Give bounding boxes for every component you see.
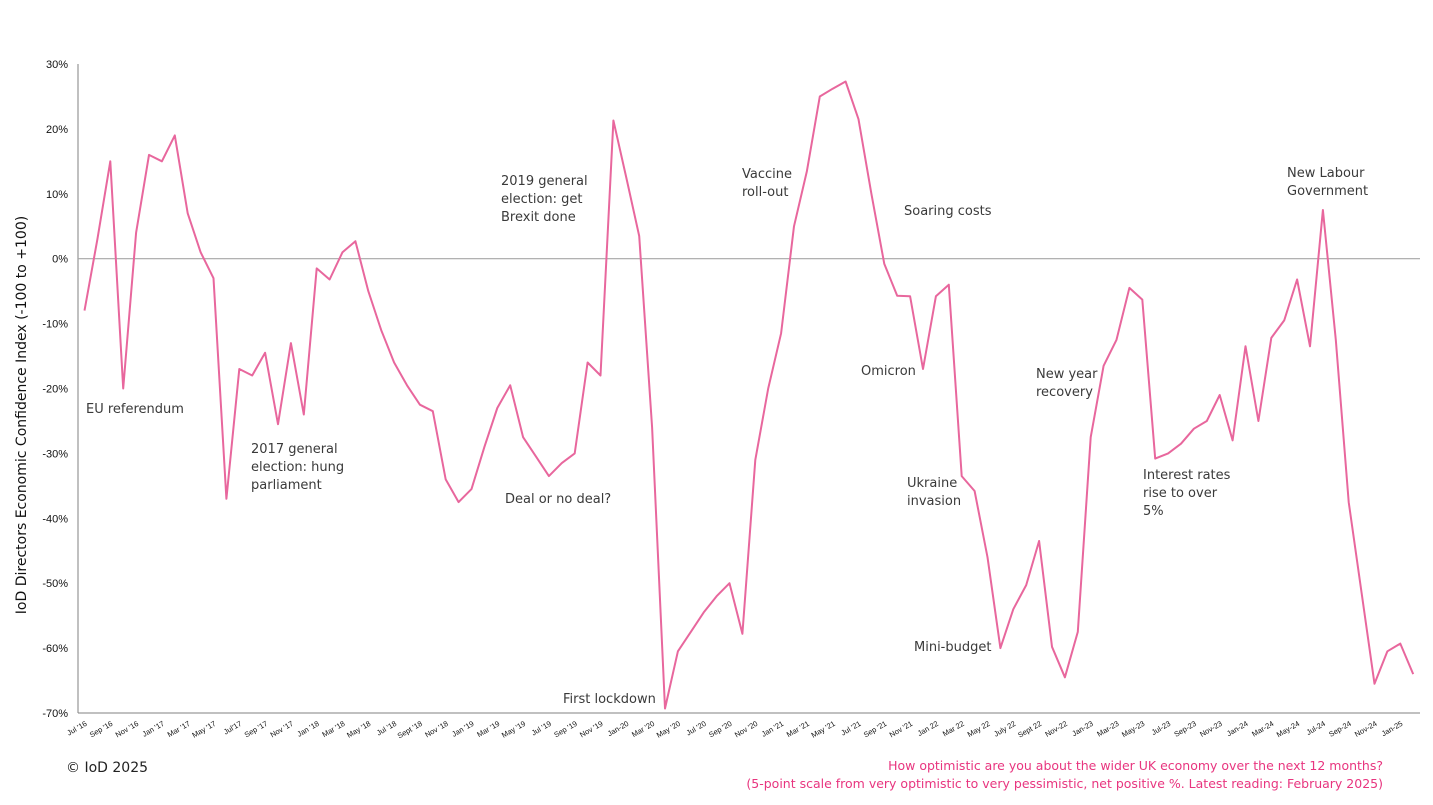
x-tick-label: Jan-20 — [606, 719, 630, 738]
footnote: How optimistic are you about the wider U… — [746, 757, 1383, 793]
x-tick-label: Jan '19 — [450, 719, 475, 739]
y-axis: 30% 20% 10% 0% -10% -20% -30% -40% -50% -60% -70% — [42, 59, 79, 720]
y-tick-label: -70% — [42, 708, 68, 720]
y-tick-label: -10% — [42, 319, 68, 331]
y-tick-label: 10% — [46, 189, 68, 201]
x-tick-label: Jul '21 — [839, 719, 862, 738]
x-tick-label: May '17 — [190, 719, 217, 740]
annotation-label: First lockdown — [563, 692, 656, 707]
x-tick-label: Jul '18 — [375, 719, 398, 738]
x-tick-label: Sep '21 — [862, 719, 888, 739]
x-tick-label: May-23 — [1120, 719, 1146, 739]
annotation-label: EU referendum — [86, 402, 184, 417]
x-tick-label: Mar-24 — [1250, 719, 1275, 739]
x-tick-label: Jul '19 — [530, 719, 553, 738]
annotation-label: Deal or no deal? — [505, 492, 611, 507]
x-tick-label: May-24 — [1275, 719, 1301, 739]
y-axis-label: IoD Directors Economic Confidence Index … — [14, 216, 30, 614]
scale-note: (5-point scale from very optimistic to v… — [746, 776, 1383, 791]
x-tick-label: Mar '21 — [785, 719, 811, 739]
x-tick-label: Sept 22 — [1016, 719, 1043, 740]
x-tick-label: Sep '20 — [707, 719, 733, 739]
x-tick-label: Sep '17 — [243, 719, 269, 739]
x-tick-label: Nov-22 — [1043, 719, 1068, 739]
x-tick-label: Jul'17 — [222, 719, 243, 736]
x-tick-label: Nov '20 — [733, 719, 759, 739]
annotation-label: Omicron — [861, 364, 916, 379]
x-tick-label: Mar '19 — [475, 719, 501, 739]
x-tick-label: May '20 — [655, 719, 682, 740]
annotation-label: Interest rates rise to over 5% — [1143, 468, 1231, 519]
x-tick-label: Nov '18 — [423, 719, 449, 739]
x-tick-label: Jan-23 — [1070, 719, 1094, 738]
x-tick-label: May '18 — [345, 719, 372, 740]
x-tick-label: Jul-23 — [1150, 719, 1172, 737]
x-tick-label: Jan-24 — [1225, 719, 1249, 738]
annotation-label: 2017 general election: hung parliament — [251, 442, 344, 493]
x-tick-label: Mar 22 — [941, 719, 966, 738]
x-tick-label: Jul '20 — [685, 719, 708, 738]
annotation-label: Vaccine roll-out — [742, 167, 792, 200]
y-tick-label: 20% — [46, 124, 68, 136]
x-tick-label: Sep '19 — [552, 719, 578, 739]
y-tick-label: -40% — [42, 513, 68, 525]
series-line — [83, 80, 1415, 710]
x-tick-label: Sep-24 — [1327, 719, 1352, 739]
x-tick-label: Mar '18 — [321, 719, 347, 739]
x-tick-label: Nov '16 — [114, 719, 140, 739]
annotation-label: Ukraine invasion — [907, 476, 961, 509]
annotation-label: Mini-budget — [914, 640, 991, 655]
annotation-label: Soaring costs — [904, 204, 992, 219]
x-tick-label: May '21 — [810, 719, 837, 740]
y-tick-label: -30% — [42, 448, 68, 460]
x-tick-label: Sep '16 — [88, 719, 114, 739]
annotations: EU referendum 2017 general election: hung p… — [86, 166, 1368, 707]
annotation-label: 2019 general election: get Brexit done — [501, 174, 588, 225]
x-tick-label: Nov '21 — [888, 719, 914, 739]
survey-question: How optimistic are you about the wider U… — [888, 758, 1383, 773]
x-tick-label: Mar-23 — [1095, 719, 1120, 739]
x-tick-label: Nov-24 — [1353, 719, 1378, 739]
x-tick-label: Sept '18 — [396, 719, 424, 740]
x-tick-label: Mar '17 — [166, 719, 192, 739]
x-tick-label: Sep-23 — [1172, 719, 1197, 739]
y-tick-label: -20% — [42, 384, 68, 396]
y-tick-label: -60% — [42, 643, 68, 655]
y-tick-label: 0% — [52, 254, 68, 266]
y-tick-label: 30% — [46, 59, 68, 71]
annotation-label: New Labour Government — [1287, 166, 1368, 199]
x-tick-label: Jan 22 — [916, 719, 940, 738]
copyright: © IoD 2025 — [66, 760, 149, 776]
x-tick-label: Jul-24 — [1305, 719, 1327, 737]
x-tick-label: Jul '16 — [65, 719, 88, 738]
x-tick-label: Nov '17 — [269, 719, 295, 739]
annotation-label: New year recovery — [1036, 367, 1098, 400]
x-tick-label: Jan '18 — [295, 719, 320, 739]
x-tick-label: Jan-25 — [1380, 719, 1404, 738]
x-tick-label: May 22 — [966, 719, 992, 739]
x-tick-label: July 22 — [992, 719, 1017, 739]
x-tick-label: Jan '17 — [141, 719, 166, 739]
y-tick-label: -50% — [42, 578, 68, 590]
x-tick-label: Nov '19 — [578, 719, 604, 739]
x-tick-label: Mar '20 — [630, 719, 656, 739]
x-tick-label: May '19 — [500, 719, 527, 740]
x-tick-label: Jan '21 — [760, 719, 785, 739]
x-tick-label: Nov-23 — [1198, 719, 1223, 739]
